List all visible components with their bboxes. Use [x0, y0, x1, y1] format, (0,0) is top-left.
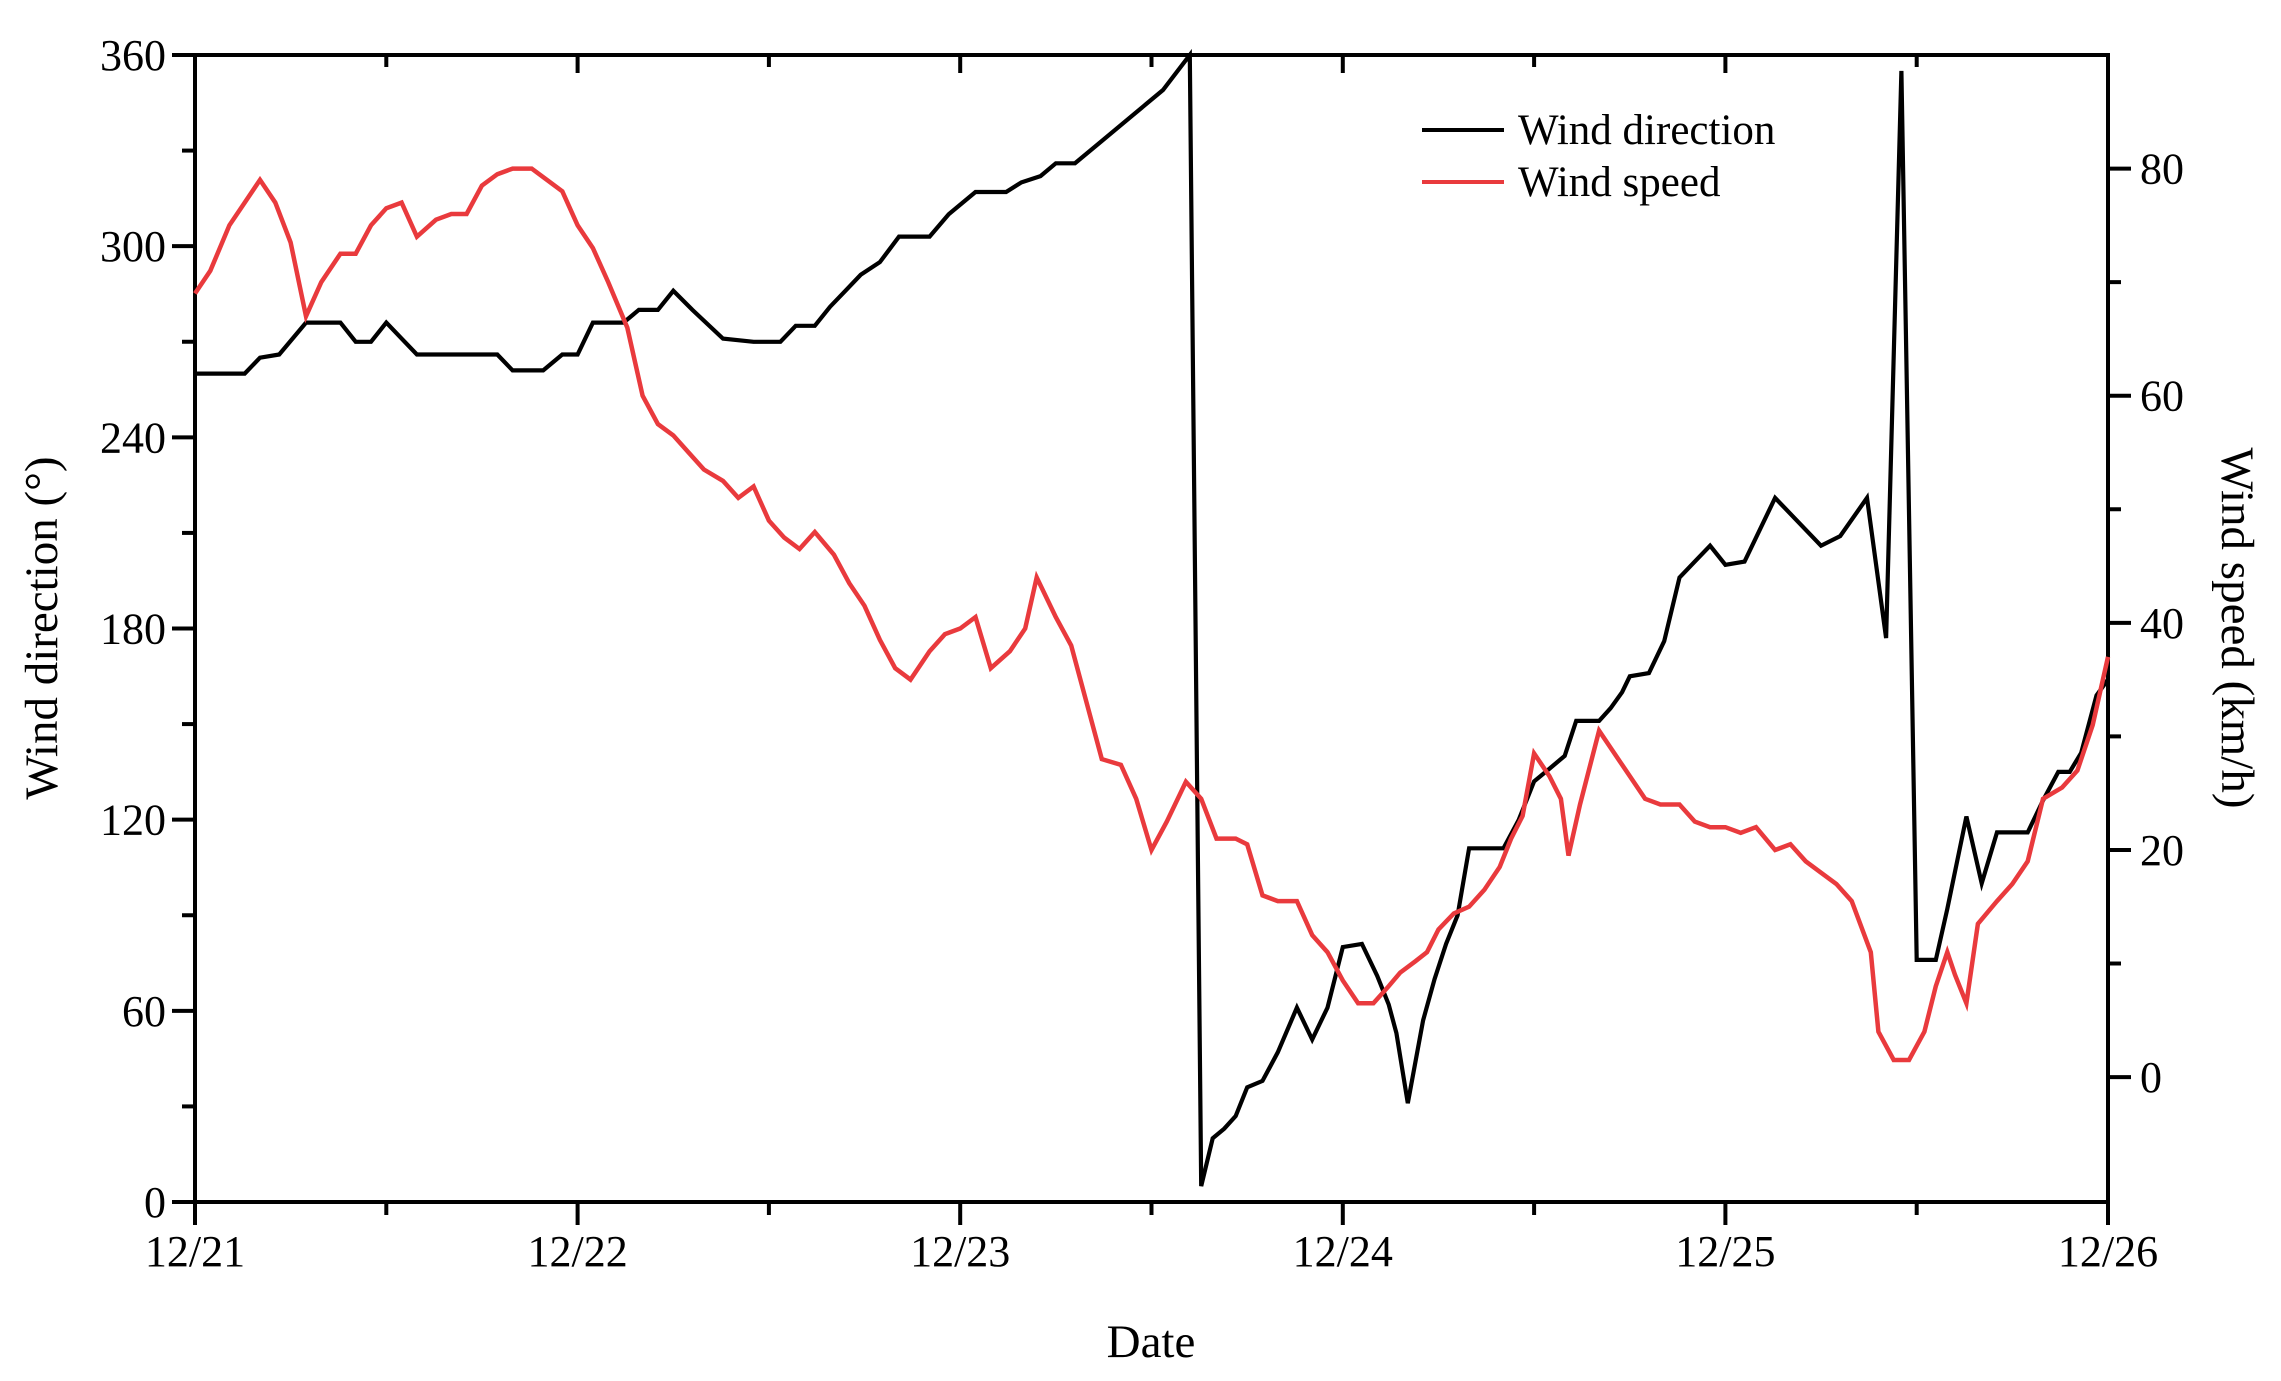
y-left-tick-label: 240: [100, 413, 166, 462]
legend-label-wind-direction: Wind direction: [1518, 106, 1776, 154]
x-tick-label: 12/23: [910, 1227, 1010, 1276]
x-tick-label: 12/21: [145, 1227, 245, 1276]
legend: Wind direction Wind speed: [1422, 104, 1775, 208]
wind-speed-line: [193, 166, 2111, 1063]
y-left-tick-label: 0: [144, 1178, 166, 1227]
x-axis-title: Date: [1106, 1316, 1196, 1368]
x-tick-label: 12/24: [1293, 1227, 1393, 1276]
right-axis-title: Wind speed (km/h): [2211, 447, 2263, 809]
legend-item-wind-speed: Wind speed: [1422, 156, 1775, 208]
y-right-tick-label: 80: [2140, 145, 2184, 194]
y-left-tick-label: 180: [100, 605, 166, 654]
wind-direction-line-sample: [1422, 128, 1504, 132]
wind-speed-line-sample: [1422, 180, 1504, 184]
y-right-tick-label: 20: [2140, 826, 2184, 875]
y-right-tick-label: 0: [2140, 1053, 2162, 1102]
x-tick-label: 12/22: [527, 1227, 627, 1276]
left-axis-title: Wind direction (°): [16, 456, 68, 800]
x-tick-label: 12/26: [2058, 1227, 2158, 1276]
x-tick-label: 12/25: [1675, 1227, 1775, 1276]
legend-item-wind-direction: Wind direction: [1422, 104, 1775, 156]
y-left-tick-label: 120: [100, 796, 166, 845]
plot-frame: [193, 53, 2110, 1204]
y-left-tick-label: 360: [100, 31, 166, 80]
y-right-tick-label: 60: [2140, 372, 2184, 421]
y-left-tick-label: 300: [100, 222, 166, 271]
y-right-tick-label: 40: [2140, 599, 2184, 648]
legend-label-wind-speed: Wind speed: [1518, 158, 1721, 206]
wind-direction-line: [195, 48, 2110, 1187]
y-left-tick-label: 60: [122, 987, 166, 1036]
